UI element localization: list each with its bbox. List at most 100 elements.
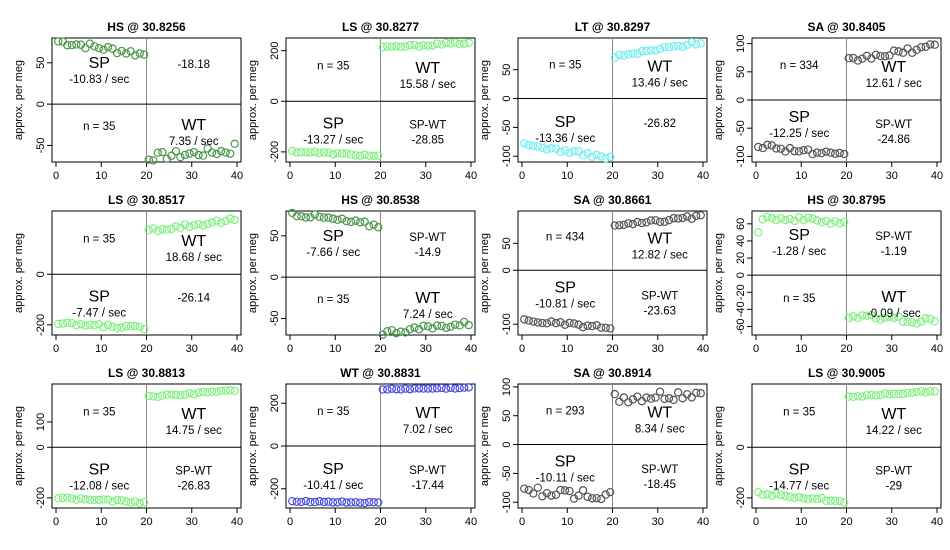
data-point-right — [610, 221, 619, 230]
chart-title: SA @ 30.8405 — [808, 20, 886, 34]
data-point-right — [230, 386, 239, 396]
data-point-left — [121, 49, 131, 58]
data-point-left — [90, 495, 99, 505]
chart-panel-8: HS @ 30.8795 0 10 20 30 40 -60-40-20 0 20 40 60 app… — [713, 193, 943, 355]
x-tick-label: 40 — [697, 516, 709, 528]
y-axis-label: approx. per meg — [479, 406, 491, 486]
quadrant-title: WT — [881, 406, 906, 423]
quadrant-value: SP-WT — [641, 290, 678, 302]
data-point-left — [351, 498, 360, 507]
data-point-right — [682, 212, 692, 221]
data-point-left — [560, 320, 570, 329]
data-point-right — [185, 222, 194, 231]
data-point-left — [812, 148, 822, 157]
quadrant-value: -7.47 / sec — [72, 308, 126, 320]
data-point-right — [392, 385, 401, 394]
data-point-left — [542, 319, 552, 328]
y-tick-label: -100 — [501, 145, 513, 167]
y-tick-label: 60 — [735, 218, 747, 230]
y-axis-label: approx. per meg — [247, 60, 259, 140]
data-point-left — [72, 320, 81, 330]
chart-panel-4: SA @ 30.8405 0 10 20 30 40 -100 -50 0 50 100 approx… — [713, 20, 943, 182]
data-point-left — [835, 496, 844, 506]
data-point-right — [230, 139, 239, 149]
quadrant-title: WT — [647, 404, 672, 421]
data-point-left — [310, 210, 320, 219]
data-point-right — [378, 42, 387, 52]
data-point-right — [410, 384, 419, 393]
data-point-right — [628, 49, 638, 58]
data-point-right — [401, 42, 410, 51]
data-point-right — [410, 40, 419, 50]
data-point-right — [207, 387, 217, 396]
x-tick-label: 0 — [287, 170, 293, 182]
data-point-left — [840, 498, 849, 507]
data-point-left — [529, 317, 538, 326]
data-point-right — [383, 385, 392, 394]
x-tick-label: 0 — [519, 343, 525, 355]
x-tick-label: 40 — [465, 343, 477, 355]
data-point-left — [754, 142, 763, 152]
data-point-left — [306, 148, 315, 157]
quadrant-value: SP-WT — [409, 120, 446, 132]
x-tick-label: 40 — [931, 170, 943, 182]
data-point-right — [428, 41, 437, 50]
data-point-left — [578, 486, 588, 495]
y-tick-label: 50 — [35, 57, 47, 69]
quadrant-title: SP — [555, 279, 576, 296]
data-point-left — [754, 487, 763, 497]
data-point-right — [144, 155, 153, 164]
y-tick-label: 0 — [269, 274, 281, 280]
data-point-left — [799, 215, 808, 225]
data-point-left — [364, 222, 374, 231]
data-point-left — [333, 215, 342, 225]
data-point-left — [551, 318, 561, 328]
y-tick-label: 0 — [269, 443, 281, 449]
chart-panel-11: SA @ 30.8914 0 10 20 30 40 -100 -50 0 50 100 approx… — [479, 366, 709, 528]
data-point-right — [880, 389, 890, 398]
data-point-right — [862, 311, 872, 320]
data-point-left — [785, 492, 795, 502]
data-point-right — [637, 47, 647, 56]
data-point-right — [673, 41, 683, 51]
y-tick-label: -60 — [735, 318, 747, 334]
data-point-right — [930, 387, 939, 396]
quadrant-title: SP — [89, 289, 110, 306]
data-point-right — [930, 317, 939, 326]
data-point-right — [158, 391, 167, 400]
quadrant-title: SP — [89, 55, 110, 72]
data-point-right — [651, 216, 660, 225]
quadrant-value: 15.58 / sec — [400, 79, 457, 91]
quadrant-value: SP-WT — [641, 464, 678, 476]
y-tick-label: 0 — [735, 97, 747, 103]
data-point-left — [826, 496, 835, 505]
y-tick-label: -50 — [35, 138, 47, 154]
data-point-right — [162, 390, 172, 399]
data-point-left — [58, 319, 67, 328]
y-tick-label: 50 — [735, 66, 747, 78]
x-tick-label: 0 — [519, 516, 525, 528]
data-point-left — [583, 321, 592, 330]
data-point-right — [696, 39, 705, 48]
chart-title: HS @ 30.8256 — [107, 20, 186, 34]
data-point-left — [333, 498, 342, 507]
data-point-left — [140, 497, 149, 507]
quadrant-value: n = 35 — [83, 121, 115, 133]
data-point-left — [569, 319, 579, 328]
data-point-right — [615, 397, 624, 407]
data-point-right — [858, 311, 867, 320]
data-point-left — [364, 497, 374, 507]
data-point-left — [346, 498, 356, 507]
data-point-left — [592, 493, 601, 503]
data-point-left — [606, 324, 615, 333]
y-tick-label: -100 — [735, 145, 747, 167]
chart-title: SA @ 30.8661 — [574, 193, 652, 207]
x-tick-label: 30 — [420, 516, 432, 528]
data-point-right — [692, 388, 701, 398]
data-point-right — [410, 323, 419, 332]
data-point-left — [767, 213, 777, 223]
data-point-right — [628, 219, 638, 229]
data-point-left — [103, 495, 113, 504]
x-tick-label: 0 — [53, 343, 59, 355]
data-point-right — [221, 148, 230, 157]
